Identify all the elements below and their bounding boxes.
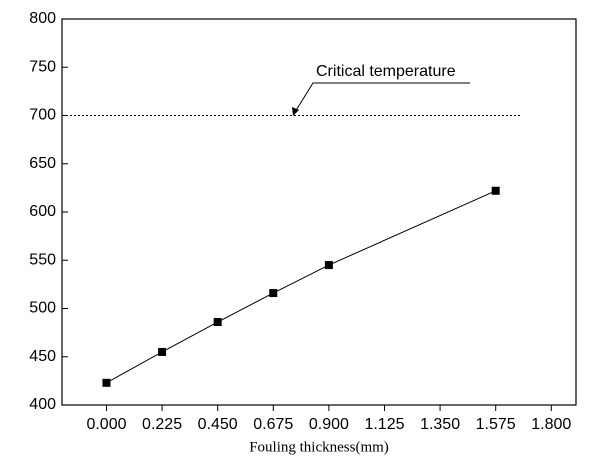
x-tick-label: 0.225 [142, 416, 182, 433]
x-tick-label: 1.575 [476, 416, 516, 433]
data-marker [491, 186, 500, 195]
x-tick-label: 1.125 [364, 416, 404, 433]
annotation-text: Critical temperature [316, 63, 456, 80]
y-tick-label: 600 [29, 203, 56, 220]
x-tick-label: 1.350 [420, 416, 460, 433]
data-marker [269, 289, 278, 298]
data-line [106, 190, 496, 384]
y-tick-label: 650 [29, 155, 56, 172]
x-tick-label: 0.675 [253, 416, 293, 433]
y-tick-label: 550 [29, 251, 56, 268]
x-tick-label: 0.900 [309, 416, 349, 433]
y-tick-label: 450 [29, 348, 56, 365]
y-tick-label: 800 [29, 10, 56, 27]
y-tick-label: 700 [29, 107, 56, 124]
x-tick-label: 0.450 [198, 416, 238, 433]
data-marker [158, 347, 167, 356]
data-marker [324, 261, 333, 270]
data-marker [102, 378, 111, 387]
y-tick-label: 750 [29, 58, 56, 75]
annotation-arrowhead [292, 107, 299, 116]
y-tick-label: 500 [29, 300, 56, 317]
x-tick-label: 1.800 [531, 416, 571, 433]
data-marker [213, 318, 222, 327]
x-axis-label: Fouling thickness(mm) [249, 439, 389, 455]
x-tick-label: 0.000 [86, 416, 126, 433]
annotation-leader [294, 82, 470, 113]
y-tick-label: 400 [29, 396, 56, 413]
